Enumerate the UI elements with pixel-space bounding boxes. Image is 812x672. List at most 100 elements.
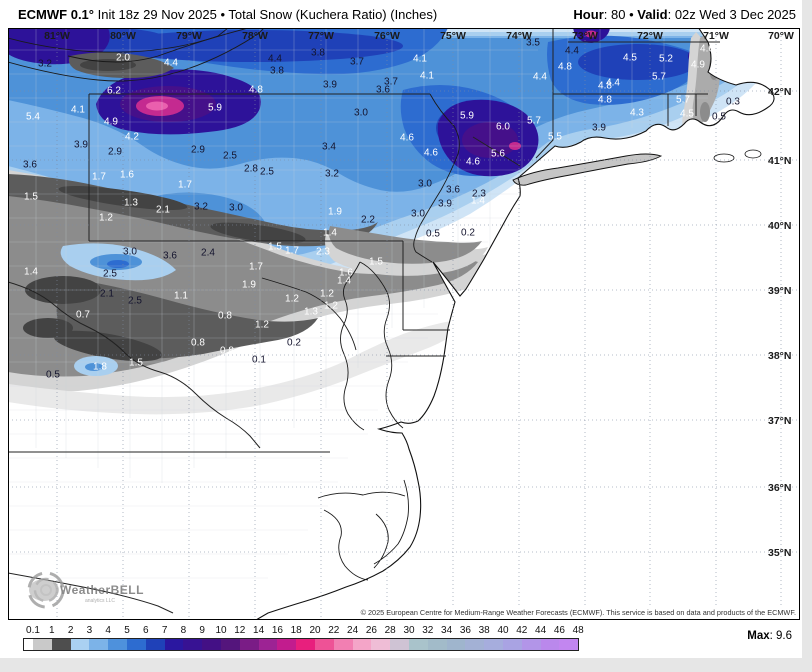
scale-segment [239,639,259,650]
snow-value: 0.7 [76,310,90,321]
snow-value: 0.2 [287,338,301,349]
snow-value: 3.6 [446,185,460,196]
snow-value: 4.9 [104,117,118,128]
snow-value: 1.1 [174,291,188,302]
lat-label: 35°N [768,547,791,559]
color-scale: 0.1 1 2 3 4 5 6 7 8 9 10 12 14 16 18 20 22 24 26 28 30 32 34 36… [23,624,623,656]
scale-tick-label: 32 [422,625,434,636]
weatherbell-logo: WeatherBELL analytics LLC [27,571,144,609]
scale-tick-label: 28 [384,625,396,636]
county-lines [8,28,708,579]
scale-tick-label: 30 [403,625,415,636]
lon-label: 73°W [572,30,598,42]
snow-value: 0.5 [712,112,726,123]
snow-value: 2.5 [223,151,237,162]
marthas-vineyard [713,153,735,163]
scale-segment [126,639,146,650]
scale-segment [220,639,240,650]
lon-label: 77°W [308,30,334,42]
scale-segment [352,639,372,650]
snow-value: 5.5 [548,132,562,143]
snow-value: 0.5 [426,229,440,240]
snow-value: 1.3 [124,198,138,209]
scale-tick-label: 14 [253,625,265,636]
valid-label: Valid [637,7,668,22]
snow-value: 1.7 [249,262,263,273]
snow-value: 2.9 [108,147,122,158]
scale-tick-label: 16 [271,625,283,636]
snow-value: 3.8 [270,66,284,77]
scale-tick-label: 42 [516,625,528,636]
scale-segment [70,639,90,650]
snow-value: 3.9 [323,80,337,91]
scale-segment [484,639,503,650]
lat-label: 38°N [768,350,791,362]
snow-value: 1.7 [178,180,192,191]
scale-segment [145,639,165,650]
logo-brand: WeatherBELL [60,583,144,597]
snow-value: 4.9 [691,60,705,71]
scale-segment [108,639,127,650]
snow-value: 4.4 [712,51,726,62]
snow-value: 5.4 [26,112,40,123]
snow-value: 3.2 [325,169,339,180]
snow-value: 6.0 [496,122,510,133]
hour-label: Hour [573,7,604,22]
snow-value: 4.3 [630,108,644,119]
lat-label: 41°N [768,155,791,167]
max-label: Max [747,630,770,642]
snow-value: 4.8 [598,95,612,106]
lon-label: 76°W [374,30,400,42]
lat-label: 39°N [768,285,791,297]
attribution: © 2025 European Centre for Medium-Range … [361,605,800,619]
scale-segment [540,639,560,650]
snow-value: 1.7 [285,246,299,257]
snow-value: 5.7 [527,116,541,127]
scale-segment [446,639,466,650]
header: ECMWF 0.1° Init 18z 29 Nov 2025 • Total … [0,5,802,27]
snow-value: 2.1 [156,205,170,216]
snow-value: 1.3 [304,307,318,318]
snow-value: 3.9 [438,199,452,210]
scale-segment [277,639,297,650]
scale-segment [258,639,278,650]
snow-value: 4.8 [598,81,612,92]
snow-value: 2.5 [128,296,142,307]
snow-value: 4.4 [164,58,178,69]
scale-tick-label: 9 [199,625,205,636]
scale-segment [390,639,409,650]
snow-value: 3.0 [123,247,137,258]
snow-value: 0.2 [461,228,475,239]
snow-value: 1.8 [93,362,107,373]
snowfall-map[interactable]: 81°W 80°W 79°W 78°W 77°W 76°W 75°W 74°W 73°W 72°W… [8,28,800,620]
snow-value: 2.0 [116,53,130,64]
lat-label: 36°N [768,482,791,494]
scale-tick-label: 6 [143,625,149,636]
scale-segment [296,639,315,650]
lat-label: 42°N [768,86,791,98]
snow-value: 4.8 [249,85,263,96]
snow-value: 0.1 [252,355,266,366]
scale-tick-label: 46 [553,625,565,636]
snow-value: 4.4 [268,54,282,65]
snow-value: 0.3 [726,97,740,108]
scale-tick-label: 38 [478,625,490,636]
scale-tick-label: 1 [49,625,55,636]
lon-label: 79°W [176,30,202,42]
scale-tick-label: 5 [124,625,130,636]
scale-tick-label: 3 [86,625,93,636]
scale-segment [202,639,221,650]
snow-value: 3.0 [418,179,432,190]
scale-segment [314,639,334,650]
snow-value: 5.6 [491,149,505,160]
snow-value: 3.0 [411,209,425,220]
scale-segment [164,639,184,650]
snow-value: 1.6 [339,268,353,279]
snow-value: 1.5 [268,242,282,253]
snow-value: 2.2 [361,215,375,226]
snow-value: 6.2 [107,86,121,97]
title-details: Init 18z 29 Nov 2025 • Total Snow (Kuche… [93,7,438,22]
snow-value: 3.0 [354,108,368,119]
max-value: Max: 9.6 [747,630,792,642]
nantucket [744,149,762,159]
